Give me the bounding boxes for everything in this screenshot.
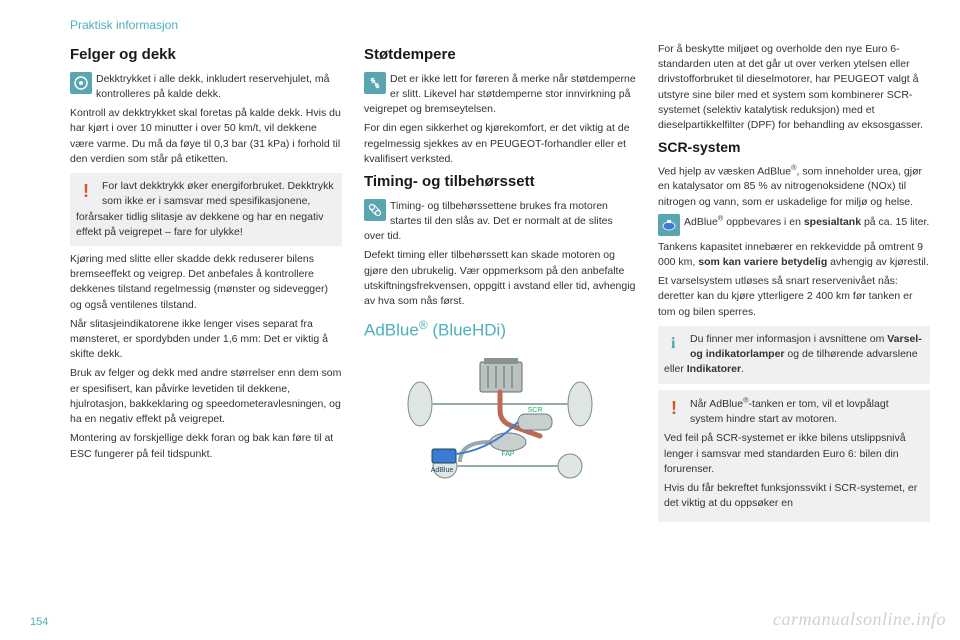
heading-timing: Timing- og tilbehørssett xyxy=(364,171,636,193)
svg-text:FAP: FAP xyxy=(501,451,515,458)
warning-text: Når AdBlue®-tanken er tom, vil et lovpål… xyxy=(690,398,889,425)
column-2: Støtdempere Det er ikke lett for føreren… xyxy=(364,42,636,528)
paragraph: Kontroll av dekktrykket skal foretas på … xyxy=(70,106,342,167)
page: Praktisk informasjon Felger og dekk Dekk… xyxy=(0,0,960,640)
heading-scr: SCR-system xyxy=(658,137,930,157)
intro-text: Dekktrykket i alle dekk, inkludert reser… xyxy=(96,73,329,100)
paragraph: Ved hjelp av væsken AdBlue®, som innehol… xyxy=(658,163,930,210)
intro-block: Dekktrykket i alle dekk, inkludert reser… xyxy=(70,72,342,102)
warning-icon: ! xyxy=(664,396,686,418)
warning-text-3: Hvis du får bekreftet funksjonssvikt i S… xyxy=(664,481,922,511)
section-header: Praktisk informasjon xyxy=(70,18,930,32)
adblue-diagram: SCR FAP AdBlue xyxy=(364,352,636,482)
watermark: carmanualsonline.info xyxy=(773,609,946,630)
paragraph: Bruk av felger og dekk med andre størrel… xyxy=(70,366,342,427)
timing-belt-icon xyxy=(364,199,386,221)
intro-text: Det er ikke lett for føreren å merke når… xyxy=(364,73,636,115)
paragraph: Tankens kapasitet innebærer en rekkevidd… xyxy=(658,240,930,270)
warning-notice: ! Når AdBlue®-tanken er tom, vil et lovp… xyxy=(658,390,930,522)
column-1: Felger og dekk Dekktrykket i alle dekk, … xyxy=(70,42,342,528)
warning-icon: ! xyxy=(76,179,98,201)
intro-block: AdBlue® oppbevares i en spesialtank på c… xyxy=(658,214,930,236)
info-icon: i xyxy=(664,332,686,354)
paragraph: Et varselsystem utløses så snart reserve… xyxy=(658,274,930,320)
paragraph: For å beskytte miljøet og overholde den … xyxy=(658,42,930,133)
intro-block: Det er ikke lett for føreren å merke når… xyxy=(364,72,636,118)
warning-text-2: Ved feil på SCR-systemet er ikke bilens … xyxy=(664,431,922,477)
intro-text: AdBlue® oppbevares i en spesialtank på c… xyxy=(684,216,929,228)
intro-text: Timing- og tilbehørssettene brukes fra m… xyxy=(364,200,613,242)
info-text: Du finner mer informasjon i avsnittene o… xyxy=(664,333,922,375)
svg-text:AdBlue: AdBlue xyxy=(431,467,454,474)
column-3: For å beskytte miljøet og overholde den … xyxy=(658,42,930,528)
paragraph: Montering av forskjellige dekk foran og … xyxy=(70,431,342,461)
heading-shocks: Støtdempere xyxy=(364,44,636,66)
heading-adblue: AdBlue® (BlueHDi) xyxy=(364,317,636,343)
paragraph: Defekt timing eller tilbehørssett kan sk… xyxy=(364,248,636,309)
paragraph: For din egen sikkerhet og kjørekomfort, … xyxy=(364,121,636,167)
heading-wheels: Felger og dekk xyxy=(70,44,342,66)
tank-icon xyxy=(658,214,680,236)
warning-text: For lavt dekktrykk øker energiforbruket.… xyxy=(76,180,334,238)
shock-absorber-icon xyxy=(364,72,386,94)
columns: Felger og dekk Dekktrykket i alle dekk, … xyxy=(70,42,930,528)
tyre-pressure-icon xyxy=(70,72,92,94)
intro-block: Timing- og tilbehørssettene brukes fra m… xyxy=(364,199,636,245)
page-number: 154 xyxy=(30,616,48,628)
info-notice: i Du finner mer informasjon i avsnittene… xyxy=(658,326,930,384)
svg-text:SCR: SCR xyxy=(528,407,543,414)
paragraph: Når slitasjeindikatorene ikke lenger vis… xyxy=(70,317,342,363)
paragraph: Kjøring med slitte eller skadde dekk red… xyxy=(70,252,342,313)
warning-notice: ! For lavt dekktrykk øker energiforbruke… xyxy=(70,173,342,246)
